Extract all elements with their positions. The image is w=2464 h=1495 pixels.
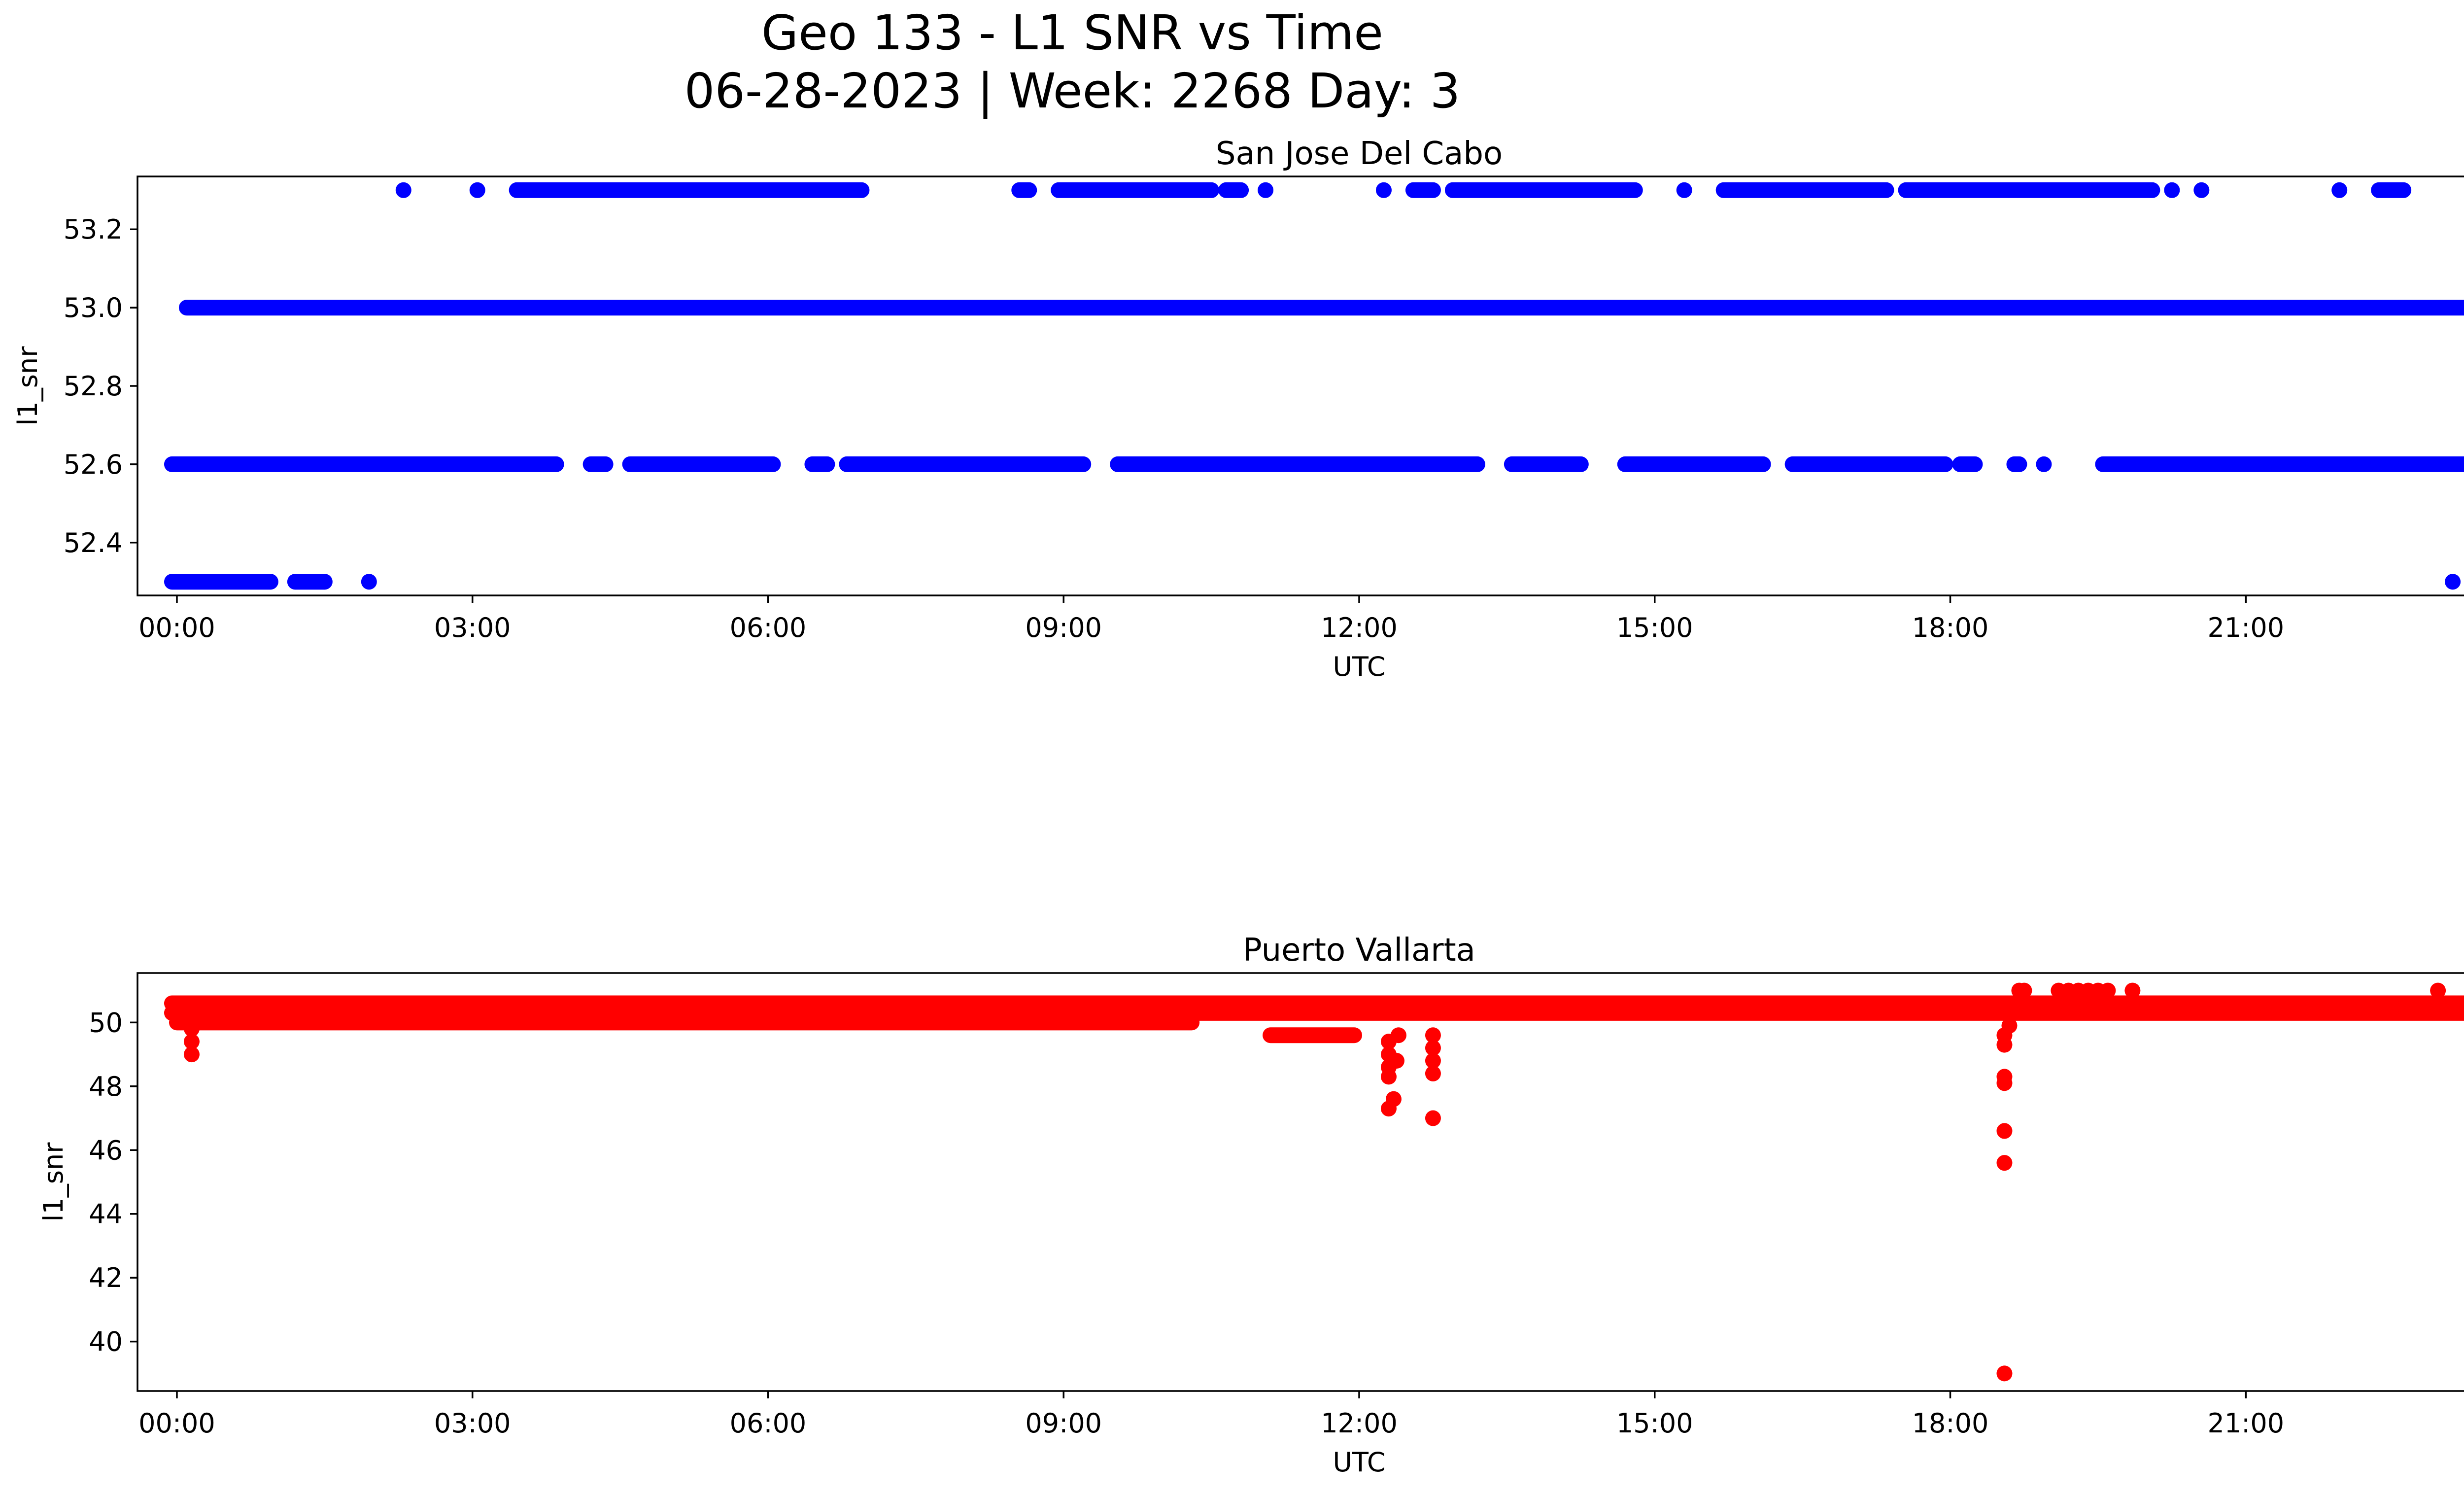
chart-title: Puerto Vallarta xyxy=(1243,932,1475,969)
data-point xyxy=(2193,182,2210,198)
x-axis-label: UTC xyxy=(1333,1447,1385,1478)
data-point-run xyxy=(178,300,2464,316)
data-point-run xyxy=(1051,182,1220,198)
data-point-run xyxy=(1952,456,1983,472)
data-point-run xyxy=(1444,182,1643,198)
data-point-run xyxy=(839,456,1092,472)
data-point xyxy=(183,1046,200,1063)
x-tick-label: 06:00 xyxy=(730,1408,807,1439)
data-point xyxy=(1425,1040,1441,1056)
chart-title: San Jose Del Cabo xyxy=(1216,136,1503,172)
data-point-run xyxy=(2371,182,2412,198)
y-tick-label: 52.4 xyxy=(64,527,123,558)
data-point xyxy=(1996,1155,2013,1171)
data-point-run xyxy=(1110,456,1485,472)
data-point-run xyxy=(1263,1027,1363,1043)
data-point-run xyxy=(1715,182,1894,198)
y-tick-label: 40 xyxy=(89,1326,123,1357)
data-point xyxy=(1996,1365,2013,1382)
data-point xyxy=(2331,182,2348,198)
data-point-run xyxy=(1405,182,1441,198)
chart-puerto-vallarta: 00:00 03:00 06:00 09:00 12:00 15:00 18:00 21:00… xyxy=(38,932,2464,1478)
data-point xyxy=(1385,1091,1402,1107)
data-point xyxy=(1676,182,1692,198)
data-point-run xyxy=(164,574,278,590)
x-tick-label: 06:00 xyxy=(730,612,807,643)
data-point xyxy=(2001,1017,2018,1034)
data-point xyxy=(1425,1027,1441,1043)
data-point xyxy=(2445,574,2461,590)
x-tick-label: 18:00 xyxy=(1912,612,1989,643)
y-tick-label: 48 xyxy=(89,1071,123,1102)
data-points xyxy=(164,982,2464,1382)
data-point xyxy=(1258,182,1274,198)
x-tick-label: 21:00 xyxy=(2207,612,2284,643)
data-point xyxy=(1375,182,1392,198)
x-axis-label: UTC xyxy=(1333,651,1385,682)
figure-title-line2: 06-28-2023 | Week: 2268 Day: 3 xyxy=(684,63,1461,119)
y-axis-label: l1_snr xyxy=(38,1142,69,1222)
data-point-run xyxy=(1617,456,1771,472)
x-tick-label: 09:00 xyxy=(1025,612,1102,643)
y-tick-label: 53.2 xyxy=(64,214,123,245)
data-point xyxy=(1425,1110,1441,1126)
data-point-run xyxy=(1011,182,1037,198)
data-point-run xyxy=(169,1014,1200,1031)
data-point xyxy=(2016,982,2032,999)
data-point-run xyxy=(804,456,835,472)
data-point xyxy=(1388,1053,1404,1069)
data-point xyxy=(1996,1123,2013,1139)
data-point xyxy=(1390,1027,1406,1043)
y-axis-label: l1_snr xyxy=(12,346,43,426)
data-point-run xyxy=(1218,182,1249,198)
data-point xyxy=(469,182,485,198)
data-point-run xyxy=(1784,456,1953,472)
data-point-run xyxy=(1504,456,1589,472)
x-tick-label: 15:00 xyxy=(1616,1408,1693,1439)
x-tick-label: 00:00 xyxy=(138,612,215,643)
data-point xyxy=(2430,982,2446,999)
x-tick-label: 18:00 xyxy=(1912,1408,1989,1439)
data-point xyxy=(1425,1065,1441,1081)
x-tick-label: 00:00 xyxy=(138,1408,215,1439)
data-point xyxy=(1996,1069,2013,1085)
data-point-run xyxy=(582,456,614,472)
data-point-run xyxy=(509,182,870,198)
y-tick-label: 46 xyxy=(89,1135,123,1166)
x-tick-label: 12:00 xyxy=(1321,1408,1398,1439)
data-point xyxy=(183,1034,200,1050)
data-point xyxy=(2100,982,2116,999)
chart-san-jose-del-cabo: 00:00 03:00 06:00 09:00 12:00 15:00 18:00 21:00… xyxy=(12,136,2464,682)
data-point-run xyxy=(287,574,333,590)
x-tick-label: 12:00 xyxy=(1321,612,1398,643)
data-point xyxy=(361,574,377,590)
data-point-run xyxy=(2095,456,2464,472)
data-point-run xyxy=(1898,182,2160,198)
data-point xyxy=(2036,456,2052,472)
y-tick-label: 42 xyxy=(89,1262,123,1293)
data-point xyxy=(183,1021,200,1037)
data-point-run xyxy=(164,995,2464,1011)
data-point xyxy=(1425,1053,1441,1069)
data-point xyxy=(2164,182,2180,198)
data-point xyxy=(395,182,411,198)
x-tick-label: 03:00 xyxy=(434,612,511,643)
x-tick-label: 15:00 xyxy=(1616,612,1693,643)
y-tick-label: 50 xyxy=(89,1007,123,1038)
x-tick-label: 03:00 xyxy=(434,1408,511,1439)
data-points xyxy=(164,182,2464,590)
y-tick-label: 52.8 xyxy=(64,371,123,402)
data-point-run xyxy=(164,456,564,472)
x-tick-label: 21:00 xyxy=(2207,1408,2284,1439)
data-point-run xyxy=(2006,456,2027,472)
y-tick-label: 52.6 xyxy=(64,449,123,480)
x-tick-label: 09:00 xyxy=(1025,1408,1102,1439)
axes-frame xyxy=(137,175,2464,596)
data-point-run xyxy=(622,456,781,472)
figure-title-line1: Geo 133 - L1 SNR vs Time xyxy=(761,5,1383,61)
y-tick-label: 53.0 xyxy=(64,292,123,323)
y-tick-label: 44 xyxy=(89,1199,123,1230)
data-point xyxy=(2124,982,2141,999)
